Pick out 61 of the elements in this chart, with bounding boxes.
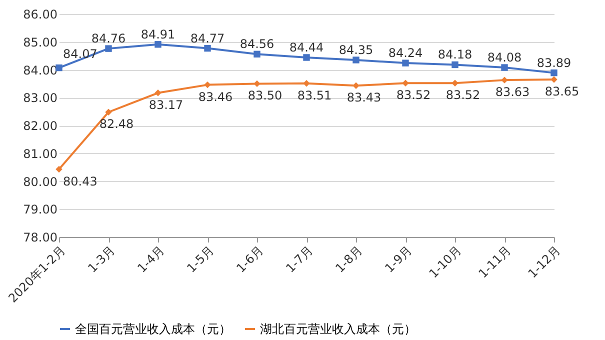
point — [352, 82, 360, 89]
data-label: 84.07 — [63, 46, 98, 61]
point — [105, 45, 112, 52]
data-label: 83.52 — [396, 88, 431, 102]
y-tick-label: 78.00 — [23, 230, 58, 244]
y-tick-label: 79.00 — [23, 202, 58, 217]
data-label: 84.08 — [487, 50, 522, 65]
y-tick-label: 81.00 — [23, 146, 58, 161]
point — [254, 80, 260, 88]
x-tick-label: 1-3月 — [85, 243, 118, 276]
data-label: 84.44 — [289, 40, 324, 54]
point — [154, 41, 162, 48]
y-tick-label: 83.00 — [23, 91, 58, 106]
point — [501, 64, 508, 71]
point — [56, 166, 62, 173]
data-label: 84.77 — [190, 31, 225, 46]
point — [154, 90, 162, 96]
y-tick-label: 86.00 — [23, 8, 58, 22]
x-tick-label: 1-5月 — [184, 243, 216, 276]
x-tick-label: 1-7月 — [283, 243, 316, 276]
legend-label: 全国百元营业收入成本（元） — [75, 322, 231, 336]
point — [550, 76, 558, 83]
x-tick-label: 1-4月 — [134, 243, 167, 276]
point — [303, 80, 310, 87]
point — [402, 80, 409, 86]
legend-label: 湖北百元营业收入成本（元） — [260, 322, 416, 336]
point — [105, 108, 112, 116]
y-tick-label: 82.00 — [23, 119, 58, 133]
data-label: 83.89 — [536, 56, 572, 70]
data-label: 83.63 — [495, 85, 530, 100]
data-label: 83.51 — [297, 88, 332, 102]
point — [254, 50, 260, 58]
y-tick-label: 80.00 — [23, 174, 58, 189]
data-label: 83.50 — [248, 88, 282, 103]
point — [352, 56, 360, 64]
data-label: 83.52 — [446, 88, 480, 102]
data-label: 80.43 — [63, 174, 98, 188]
data-label: 82.48 — [99, 117, 134, 132]
data-label: 84.91 — [140, 27, 176, 42]
x-tick-label: 1-6月 — [234, 243, 266, 276]
data-label: 83.17 — [148, 98, 184, 112]
data-label: 84.24 — [388, 46, 423, 60]
point — [204, 81, 211, 88]
y-tick-label: 85.00 — [23, 35, 58, 50]
point — [452, 61, 458, 68]
point — [550, 69, 558, 76]
data-label: 84.35 — [338, 42, 374, 57]
point — [204, 44, 211, 52]
data-label: 84.56 — [240, 37, 274, 52]
data-label: 84.18 — [438, 48, 472, 62]
point — [402, 60, 409, 66]
point — [452, 80, 458, 86]
data-label: 83.43 — [346, 90, 382, 105]
point — [303, 54, 310, 61]
y-tick-label: 84.00 — [23, 63, 58, 78]
data-label: 83.65 — [544, 84, 580, 99]
x-tick-label: 1-9月 — [382, 243, 414, 276]
data-label: 84.76 — [91, 32, 126, 46]
data-label: 83.46 — [198, 90, 233, 104]
point — [501, 76, 508, 84]
x-tick-label: 1-8月 — [332, 243, 365, 276]
